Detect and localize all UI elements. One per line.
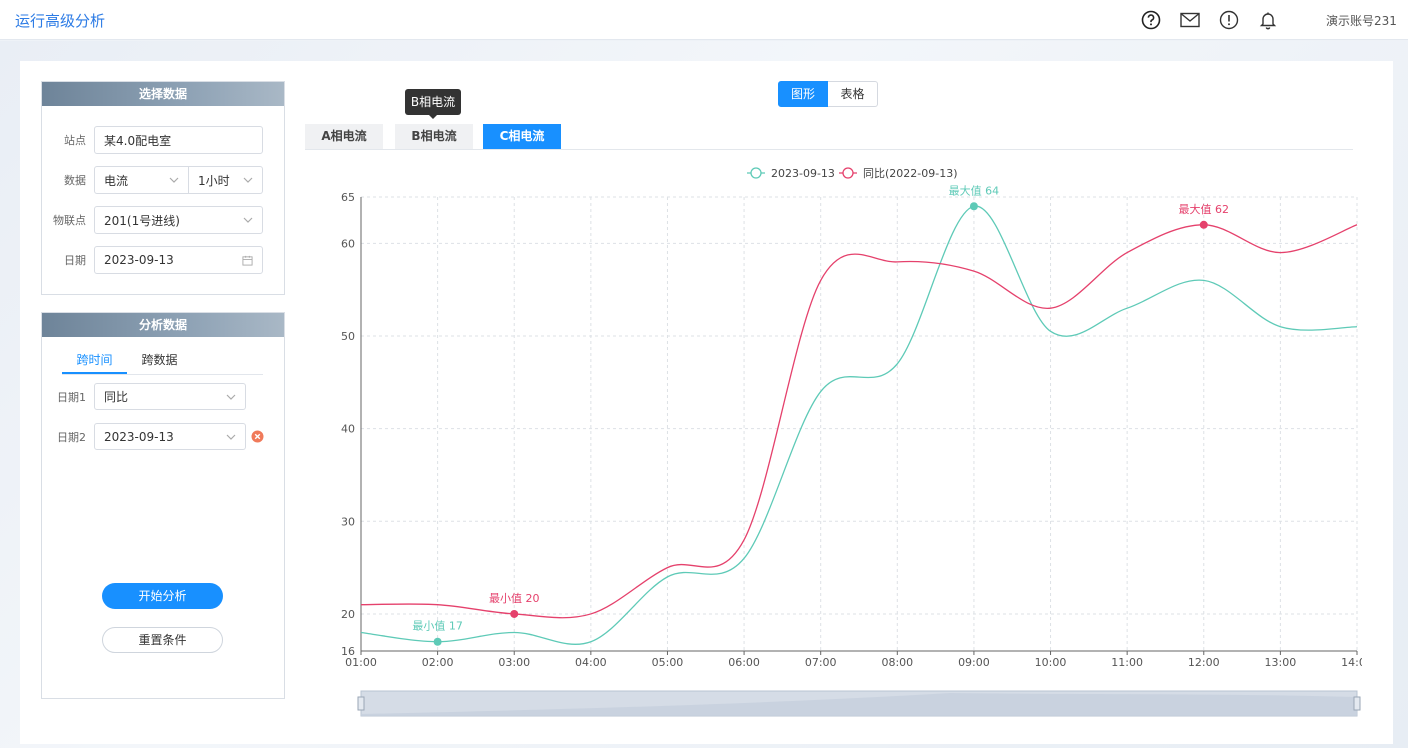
- legend-marker[interactable]: [750, 167, 762, 179]
- y-tick-label: 16: [341, 645, 355, 658]
- data-type-select[interactable]: 电流: [94, 166, 189, 194]
- zoom-handle-left[interactable]: [357, 696, 365, 711]
- x-tick-label: 09:00: [958, 656, 990, 669]
- max-marker: [969, 202, 978, 211]
- date-row: 日期 2023-09-13: [42, 246, 263, 274]
- x-tick-label: 07:00: [805, 656, 837, 669]
- x-tick-label: 14:00: [1341, 656, 1362, 669]
- station-row: 站点 某4.0配电室: [42, 126, 263, 154]
- app-title: 运行高级分析: [15, 12, 106, 30]
- min-value-label: 最小值 20: [489, 592, 540, 605]
- y-tick-label: 40: [341, 423, 355, 436]
- zoom-slider-preview: [361, 693, 1357, 716]
- tooltip-arrow: [428, 114, 438, 119]
- top-bar: 运行高级分析 演示账号231: [0, 0, 1408, 40]
- iot-select[interactable]: 201(1号进线): [94, 206, 263, 234]
- date1-value: 同比: [104, 390, 129, 404]
- analysis-data-title: 分析数据: [42, 313, 284, 337]
- y-tick-label: 65: [341, 191, 355, 204]
- x-tick-label: 10:00: [1035, 656, 1067, 669]
- remove-date-icon[interactable]: [251, 430, 264, 443]
- x-tick-label: 04:00: [575, 656, 607, 669]
- chevron-down-icon: [169, 177, 179, 183]
- phase-tabs: A相电流 B相电流 C相电流: [305, 124, 1353, 150]
- interval-select[interactable]: 1小时: [189, 166, 263, 194]
- analysis-tabs: 跨时间 跨数据: [62, 347, 263, 375]
- max-marker: [1199, 220, 1208, 229]
- x-tick-label: 03:00: [498, 656, 530, 669]
- data-row: 数据 电流 1小时: [42, 166, 263, 194]
- legend-label: 同比(2022-09-13): [863, 167, 958, 180]
- legend-marker[interactable]: [842, 167, 854, 179]
- max-value-label: 最大值 64: [949, 183, 1000, 197]
- x-tick-label: 08:00: [881, 656, 913, 669]
- alert-icon[interactable]: [1218, 9, 1240, 31]
- min-value-label: 最小值 17: [412, 620, 463, 633]
- y-tick-label: 50: [341, 330, 355, 343]
- current-line-chart: 16 20 30 40 50 60 65 01:00 02:00 03:00 04:00 05:00 0…: [341, 167, 1362, 717]
- date2-row: 日期2 2023-09-13: [42, 423, 264, 450]
- min-marker: [433, 637, 442, 646]
- tab-tooltip: B相电流: [405, 89, 461, 115]
- iot-value: 201(1号进线): [104, 213, 180, 228]
- x-tick-label: 06:00: [728, 656, 760, 669]
- tab-cross-data[interactable]: 跨数据: [141, 353, 178, 367]
- date-value: 2023-09-13: [104, 253, 174, 267]
- date1-row: 日期1 同比: [42, 383, 246, 410]
- max-value-label: 最大值 62: [1179, 202, 1230, 216]
- start-analysis-button[interactable]: 开始分析: [102, 583, 223, 609]
- analysis-data-panel: 分析数据 跨时间 跨数据 日期1 同比 日期2 2023-09-13 开始分析 …: [41, 312, 285, 699]
- bell-icon[interactable]: [1257, 9, 1279, 31]
- data-type-value: 电流: [104, 173, 129, 188]
- y-tick-label: 30: [341, 515, 355, 528]
- iot-row: 物联点 201(1号进线): [42, 206, 263, 234]
- tab-phase-b[interactable]: B相电流: [395, 124, 473, 149]
- date2-label: 日期2: [57, 430, 86, 444]
- legend-label: 2023-09-13: [771, 167, 835, 180]
- chevron-down-icon: [243, 217, 253, 223]
- select-data-panel: 选择数据 站点 某4.0配电室 数据 电流 1小时 物联点 201(1号进线): [41, 81, 285, 295]
- iot-label: 物联点: [53, 214, 86, 227]
- mail-icon[interactable]: [1179, 9, 1201, 31]
- chevron-down-icon: [243, 177, 253, 183]
- x-tick-label: 01:00: [345, 656, 377, 669]
- calendar-icon: [242, 255, 253, 266]
- tab-cross-time[interactable]: 跨时间: [62, 347, 127, 374]
- top-icons: [1140, 9, 1296, 31]
- data-label: 数据: [64, 174, 86, 187]
- series-line-1: [360, 205, 1358, 645]
- station-label: 站点: [64, 134, 86, 147]
- date2-select[interactable]: 2023-09-13: [94, 423, 246, 450]
- chevron-down-icon: [226, 434, 236, 440]
- view-toggle: 图形 表格: [778, 81, 878, 107]
- main-content: 选择数据 站点 某4.0配电室 数据 电流 1小时 物联点 201(1号进线): [20, 61, 1393, 744]
- date1-select[interactable]: 同比: [94, 383, 246, 410]
- table-view-button[interactable]: 表格: [828, 81, 878, 107]
- x-tick-label: 12:00: [1188, 656, 1220, 669]
- date-picker[interactable]: 2023-09-13: [94, 246, 263, 274]
- tab-phase-a[interactable]: A相电流: [305, 124, 383, 149]
- select-data-title: 选择数据: [42, 82, 284, 106]
- station-input[interactable]: 某4.0配电室: [94, 126, 263, 154]
- x-tick-label: 02:00: [422, 656, 454, 669]
- date-label: 日期: [64, 254, 86, 267]
- date2-value: 2023-09-13: [104, 429, 174, 444]
- min-marker: [510, 609, 519, 618]
- date1-label: 日期1: [57, 390, 86, 404]
- reset-button[interactable]: 重置条件: [102, 627, 223, 653]
- x-tick-label: 13:00: [1265, 656, 1297, 669]
- y-tick-label: 60: [341, 237, 355, 250]
- series-line-2: [360, 224, 1358, 619]
- y-tick-label: 20: [341, 608, 355, 621]
- zoom-handle-right[interactable]: [1353, 696, 1361, 711]
- x-tick-label: 11:00: [1111, 656, 1143, 669]
- chart-view-button[interactable]: 图形: [778, 81, 828, 107]
- station-value: 某4.0配电室: [104, 133, 172, 148]
- help-icon[interactable]: [1140, 9, 1162, 31]
- interval-value: 1小时: [198, 173, 230, 188]
- tab-phase-c[interactable]: C相电流: [483, 124, 561, 149]
- x-tick-label: 05:00: [652, 656, 684, 669]
- account-name[interactable]: 演示账号231: [1326, 14, 1397, 28]
- chevron-down-icon: [226, 394, 236, 400]
